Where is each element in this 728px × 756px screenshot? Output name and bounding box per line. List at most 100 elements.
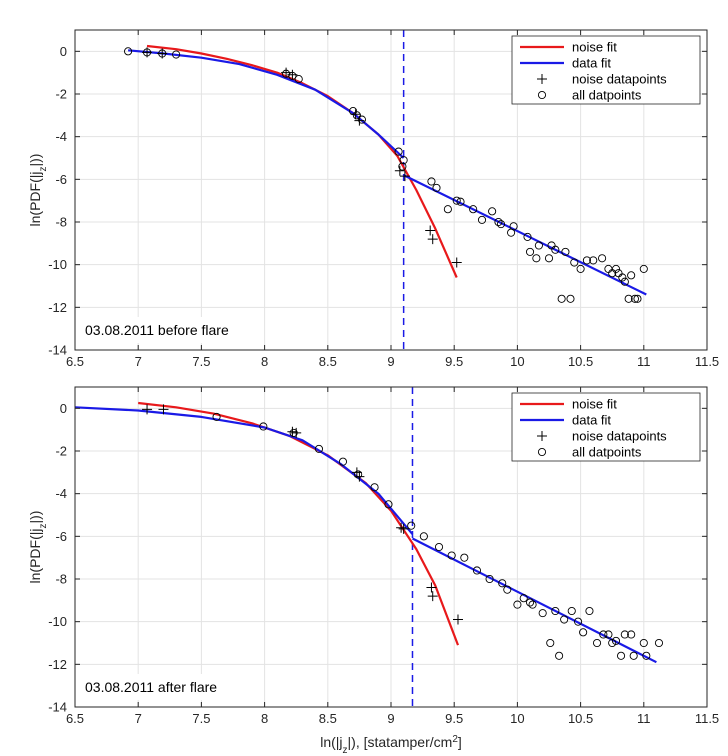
y-axis-label-rest: |)) [27,511,43,524]
x-tick-label: 9.5 [445,354,463,369]
datapoint-circle [485,574,494,584]
y-tick-label: -10 [48,614,67,629]
legend-label: all datpoints [572,88,642,103]
datapoint-circle [477,215,487,224]
datapoint-circle [608,638,617,648]
noise-datapoint-plus [291,427,302,438]
noise-datapoint-plus [398,523,409,534]
y-tick-label: -6 [55,529,67,544]
datapoint-circle [488,207,497,216]
y-tick-label: -2 [55,444,67,459]
chart-panel-1: 6.5 7 7.5 8 8.5 9 9.5 10 10.5 11 11.5 0 -2 -4 -6 -8 -10 -… [27,29,719,369]
datapoint-circle [654,638,664,648]
datapoint-circle [604,630,613,639]
y-axis-label-rest: |)) [27,154,43,167]
datapoint-circle [616,651,626,660]
noise-datapoint-plus [427,591,438,602]
y-tick-label: -6 [55,172,67,187]
datapoint-circle [384,500,393,509]
datapoint-circle [579,628,588,637]
noise-datapoint-plus [350,109,361,120]
datapoint-circle [523,232,532,241]
noise-datapoint-plus [394,165,405,176]
y-tick-label: -4 [55,486,67,501]
series-group [124,44,648,303]
x-tick-label: 9 [387,711,394,726]
x-tick-label: 7.5 [192,711,210,726]
datapoint-circle [544,254,554,263]
legend-label: noise datapoints [572,429,667,444]
y-axis-label-main: ln(PDF(|j [27,172,43,227]
x-tick-label: 8.5 [319,711,337,726]
y-tick-label: -8 [55,572,67,587]
x-axis-label-main: ln(|j [320,734,342,750]
y-tick-label: -4 [55,129,67,144]
datapoint-circle [611,636,621,645]
noise-datapoint-plus [451,257,462,268]
legend-label: data fit [572,56,611,71]
datapoint-circle [618,273,627,282]
noise-datapoint-plus [399,171,410,182]
y-tick-label: 0 [60,44,67,59]
datapoint-circle [585,606,594,616]
y-axis-label-main: ln(PDF(|j [27,529,43,584]
datapoint-circle [503,585,512,594]
datapoint-circle [555,651,564,660]
x-tick-label: 10.5 [568,354,593,369]
datapoint-circle [443,205,452,214]
datapoint-circle [314,444,324,453]
datapoint-circle [124,47,133,56]
datapoint-circle [338,457,348,466]
datapoint-circle [519,594,528,603]
noise-datapoint-plus [427,234,438,245]
y-axis-label: ln(PDF(|jz|)) [27,511,49,584]
datapoint-circle [598,254,607,263]
datapoint-circle [419,532,428,541]
legend-swatch-plus [537,431,547,441]
datapoint-circle [494,217,503,227]
x-tick-label: 10 [510,354,524,369]
y-tick-label: -10 [48,257,67,272]
x-tick-label: 11.5 [695,711,719,726]
legend-label: noise fit [572,397,617,412]
datapoint-circle [627,271,636,280]
datapoint-circle [629,651,638,660]
datapoint-circle [525,598,535,607]
noise-datapoint-plus [425,225,436,236]
x-axis-label-sup: 2 [452,734,458,745]
legend-label: noise datapoints [572,72,667,87]
y-axis-label-sub: z [38,167,49,172]
datapoint-circle [496,220,506,229]
datapoint-circle [456,197,465,206]
datapoint-circle [599,630,608,639]
datapoint-circle [399,156,408,165]
x-tick-label: 8 [261,711,268,726]
datapoint-circle [546,638,555,648]
x-axis-label-rest: |), [statamper/cm [348,734,453,750]
noise-datapoint-plus [351,467,362,478]
x-axis-label-close: ] [458,734,462,750]
datapoint-circle [620,277,629,286]
datapoint-circle [407,521,416,530]
noise-datapoint-plus [452,614,463,625]
data-fit-line [75,406,414,535]
datapoint-circle [469,205,478,214]
panel-title: 03.08.2011 after flare [85,679,217,695]
datapoint-circle [398,162,407,171]
x-tick-label: 7 [135,711,142,726]
noise-datapoint-plus [426,582,437,593]
y-tick-label: -14 [48,700,67,715]
x-tick-label: 11 [637,354,651,369]
datapoint-circle [528,600,537,609]
datapoint-circle [574,617,583,626]
datapoint-circle [633,294,642,303]
legend-swatch-circle [537,90,547,100]
datapoint-circle [642,651,651,660]
datapoint-circle [639,638,648,648]
y-tick-label: -2 [55,87,67,102]
y-axis-label: ln(PDF(|jz|)) [27,154,49,227]
noise-datapoint-plus [158,404,169,415]
